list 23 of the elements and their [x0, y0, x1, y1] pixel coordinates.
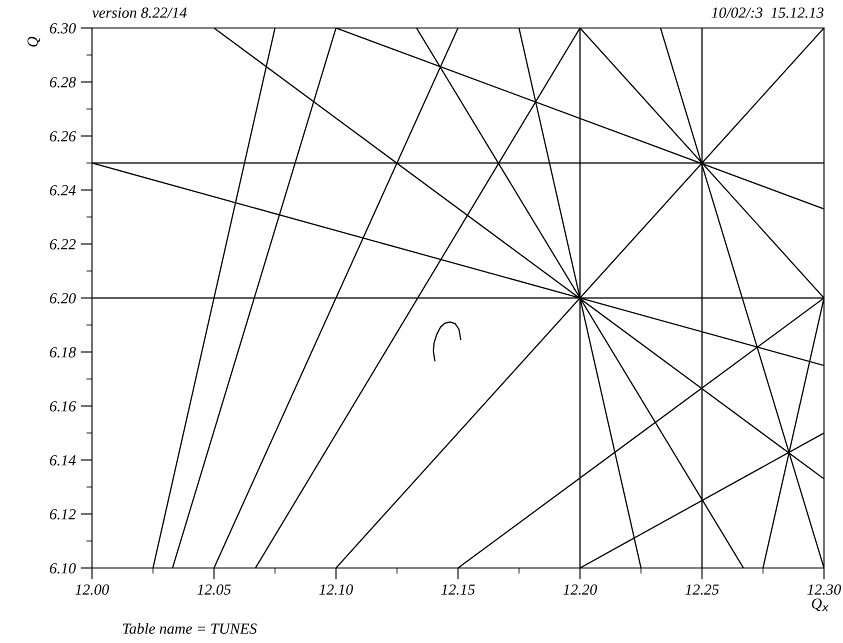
y-tick-label: 6.30: [50, 23, 76, 34]
x-tick-label: 12.05: [197, 584, 231, 595]
y-tick-label: 6.26: [50, 131, 76, 142]
x-tick-label: 12.25: [685, 584, 719, 595]
text: Table name = TUNES: [123, 623, 257, 634]
y-tick-label: 6.14: [50, 455, 76, 466]
x-tick-label: 12.20: [563, 584, 597, 595]
y-tick-label: 6.12: [50, 509, 76, 520]
chart-title: version 8.22/14: [92, 8, 187, 18]
x-tick-label: 12.10: [319, 584, 353, 595]
chart-subtitle: 10/02/:3 15.12.13: [712, 8, 824, 18]
y-tick-label: 6.10: [50, 563, 76, 574]
y-tick-label: 6.16: [50, 401, 76, 412]
y-tick-label: 6.18: [50, 347, 76, 358]
y-axis-title: Q: [28, 36, 40, 47]
x-tick-label: 12.00: [75, 584, 109, 595]
x-tick-label: 12.15: [441, 584, 475, 595]
y-tick-label: 6.22: [50, 239, 76, 250]
y-tick-label: 6.24: [50, 185, 76, 196]
y-tick-label: 6.20: [50, 293, 76, 304]
x-tick-label: 12.30: [807, 584, 841, 595]
y-tick-label: 6.28: [50, 77, 76, 88]
x-axis-title: Q$_{x}$: [812, 598, 829, 612]
